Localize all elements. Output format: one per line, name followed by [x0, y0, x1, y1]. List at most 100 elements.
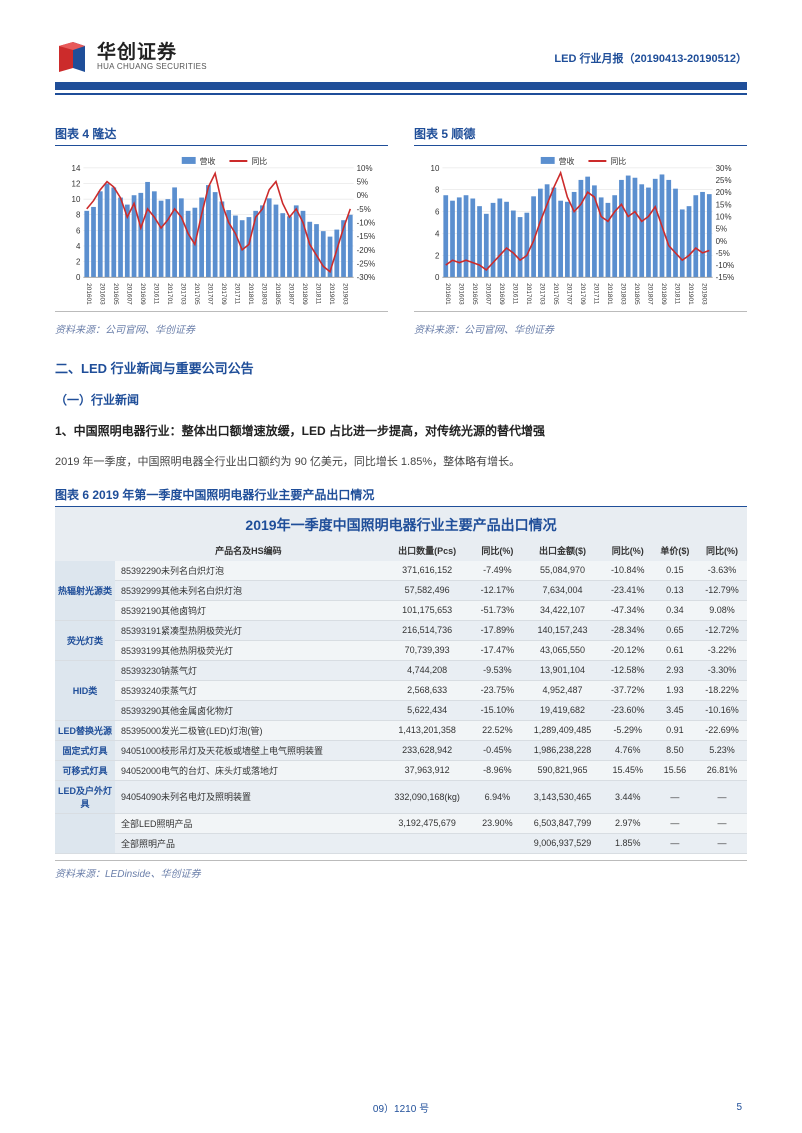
svg-text:0: 0: [435, 273, 440, 282]
svg-text:201903: 201903: [342, 283, 349, 305]
svg-text:201605: 201605: [112, 283, 119, 305]
svg-text:201801: 201801: [606, 283, 613, 305]
logo-text-cn: 华创证券: [97, 43, 207, 63]
svg-text:营收: 营收: [200, 156, 216, 166]
svg-text:201605: 201605: [471, 283, 478, 305]
svg-text:同比: 同比: [251, 156, 267, 166]
table-6: 产品名及HS编码出口数量(Pcs)同比(%)出口金额($)同比(%)单价($)同…: [55, 540, 747, 854]
section-2-h2: 二、LED 行业新闻与重要公司公告: [55, 358, 747, 377]
svg-text:10: 10: [431, 164, 440, 173]
svg-text:201705: 201705: [193, 283, 200, 305]
svg-text:15%: 15%: [716, 200, 732, 209]
svg-text:201707: 201707: [565, 283, 572, 305]
footer-page-number: 5: [736, 1102, 742, 1113]
svg-text:4: 4: [435, 229, 440, 238]
svg-text:201705: 201705: [552, 283, 559, 305]
svg-text:8: 8: [435, 186, 440, 195]
header-bar-thin: [55, 93, 747, 95]
svg-text:5%: 5%: [357, 178, 368, 187]
svg-text:25%: 25%: [716, 176, 732, 185]
footer-center: 09）1210 号: [373, 1100, 429, 1115]
svg-text:6: 6: [435, 208, 440, 217]
chart-5-svg: 024681030%25%20%15%10%5%0%-5%-10%-15%201…: [414, 152, 747, 312]
svg-text:201607: 201607: [125, 283, 132, 305]
section-2-body: 2019 年一季度，中国照明电器全行业出口额约为 90 亿美元，同比增长 1.8…: [55, 453, 747, 472]
svg-text:12: 12: [72, 179, 81, 188]
svg-text:0: 0: [76, 273, 81, 282]
table-6-source: 资料来源：LEDinside、华创证券: [55, 860, 747, 880]
svg-text:201611: 201611: [152, 283, 159, 304]
svg-text:201601: 201601: [444, 283, 451, 305]
svg-text:201805: 201805: [633, 283, 640, 305]
section-2-h4: 1、中国照明电器行业：整体出口额增速放缓，LED 占比进一步提高，对传统光源的替…: [55, 422, 747, 439]
svg-text:201609: 201609: [139, 283, 146, 305]
svg-text:201703: 201703: [179, 283, 186, 305]
chart-5-title: 图表 5 顺德: [414, 125, 747, 146]
svg-text:2: 2: [76, 258, 81, 267]
page-footer: 09）1210 号 5: [0, 1100, 802, 1115]
chart-4-title: 图表 4 隆达: [55, 125, 388, 146]
svg-text:30%: 30%: [716, 164, 732, 173]
svg-text:201701: 201701: [525, 283, 532, 305]
chart-4-block: 图表 4 隆达 0 2 4 6 8 10 12 14 10% 5% 0% -5% -10% -15% -20…: [55, 125, 388, 336]
svg-text:同比: 同比: [610, 156, 626, 166]
svg-text:201711: 201711: [233, 283, 240, 304]
svg-text:10%: 10%: [357, 164, 373, 173]
svg-text:201807: 201807: [287, 283, 294, 305]
svg-text:201803: 201803: [619, 283, 626, 305]
svg-text:营收: 营收: [559, 156, 575, 166]
svg-text:-30%: -30%: [357, 273, 376, 282]
svg-text:10%: 10%: [716, 212, 732, 221]
svg-text:-15%: -15%: [716, 273, 735, 282]
svg-text:201903: 201903: [701, 283, 708, 305]
svg-text:-20%: -20%: [357, 246, 376, 255]
chart-4-source: 资料来源：公司官网、华创证券: [55, 321, 388, 336]
svg-text:6: 6: [76, 226, 81, 235]
svg-text:-25%: -25%: [357, 260, 376, 269]
table-6-inner-title: 2019年一季度中国照明电器行业主要产品出口情况: [55, 507, 747, 540]
svg-text:201611: 201611: [511, 283, 518, 304]
svg-text:20%: 20%: [716, 188, 732, 197]
svg-text:4: 4: [76, 242, 81, 251]
svg-text:201707: 201707: [206, 283, 213, 305]
svg-text:14: 14: [72, 164, 81, 173]
svg-text:201805: 201805: [274, 283, 281, 305]
svg-text:201811: 201811: [674, 283, 681, 304]
svg-text:-10%: -10%: [357, 219, 376, 228]
svg-text:201803: 201803: [260, 283, 267, 305]
svg-text:201809: 201809: [301, 283, 308, 305]
svg-text:201609: 201609: [498, 283, 505, 305]
svg-text:201807: 201807: [646, 283, 653, 305]
svg-text:10: 10: [72, 195, 81, 204]
svg-text:5%: 5%: [716, 225, 727, 234]
table-6-caption: 图表 6 2019 年第一季度中国照明电器行业主要产品出口情况: [55, 486, 747, 507]
svg-text:201809: 201809: [660, 283, 667, 305]
logo-icon: [55, 40, 89, 74]
svg-text:0%: 0%: [357, 191, 368, 200]
svg-text:201701: 201701: [166, 283, 173, 305]
section-2-h3: （一）行业新闻: [55, 391, 747, 408]
logo-block: 华创证券 HUA CHUANG SECURITIES: [55, 40, 207, 74]
chart-5-source: 资料来源：公司官网、华创证券: [414, 321, 747, 336]
svg-text:201709: 201709: [579, 283, 586, 305]
page-header: 华创证券 HUA CHUANG SECURITIES LED 行业月报（2019…: [55, 40, 747, 74]
header-bar-thick: [55, 82, 747, 90]
svg-text:-5%: -5%: [357, 205, 371, 214]
svg-text:-5%: -5%: [716, 249, 730, 258]
header-right-text: LED 行业月报（20190413-20190512）: [554, 50, 747, 66]
table-6-wrap: 2019年一季度中国照明电器行业主要产品出口情况 产品名及HS编码出口数量(Pc…: [55, 507, 747, 854]
svg-text:201811: 201811: [315, 283, 322, 304]
svg-text:201901: 201901: [687, 283, 694, 305]
svg-text:201603: 201603: [98, 283, 105, 305]
svg-text:0%: 0%: [716, 237, 727, 246]
svg-text:8: 8: [76, 211, 81, 220]
svg-text:-15%: -15%: [357, 232, 376, 241]
svg-text:201901: 201901: [328, 283, 335, 305]
svg-text:-10%: -10%: [716, 261, 735, 270]
logo-text-en: HUA CHUANG SECURITIES: [97, 63, 207, 71]
svg-text:201603: 201603: [457, 283, 464, 305]
svg-text:201709: 201709: [220, 283, 227, 305]
svg-text:201703: 201703: [538, 283, 545, 305]
svg-text:201607: 201607: [484, 283, 491, 305]
chart-4-svg: 0 2 4 6 8 10 12 14 10% 5% 0% -5% -10% -15% -20% -25% -30…: [55, 152, 388, 312]
